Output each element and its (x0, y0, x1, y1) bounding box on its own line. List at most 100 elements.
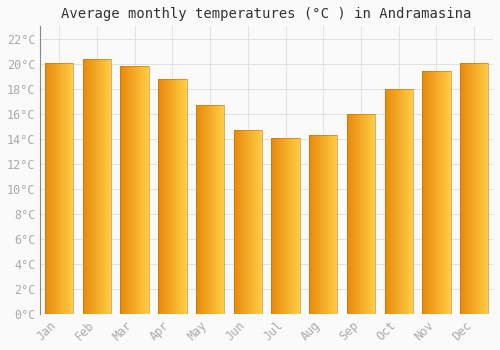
Bar (405, 89, 406, 314)
Bar (384, 89, 413, 314)
Bar (438, 71, 439, 314)
Bar (86, 59, 87, 314)
Bar (436, 71, 437, 314)
Bar (240, 130, 241, 314)
Bar (432, 71, 433, 314)
Bar (239, 130, 240, 314)
Bar (356, 114, 357, 314)
Bar (486, 63, 487, 314)
Bar (197, 105, 198, 314)
Bar (164, 79, 165, 314)
Bar (246, 130, 248, 314)
Bar (120, 66, 121, 314)
Bar (366, 114, 368, 314)
Bar (205, 105, 206, 314)
Bar (99, 59, 100, 314)
Bar (462, 63, 463, 314)
Bar (173, 79, 174, 314)
Bar (384, 89, 385, 314)
Bar (478, 63, 479, 314)
Bar (331, 135, 332, 314)
Bar (215, 105, 216, 314)
Bar (367, 114, 368, 314)
Bar (297, 138, 298, 314)
Bar (468, 63, 469, 314)
Bar (448, 71, 449, 314)
Bar (104, 59, 105, 314)
Bar (45, 63, 46, 314)
Bar (278, 138, 279, 314)
Bar (160, 79, 161, 314)
Bar (322, 135, 324, 314)
Bar (357, 114, 358, 314)
Bar (289, 138, 290, 314)
Bar (196, 105, 197, 314)
Bar (374, 114, 375, 314)
Bar (391, 89, 392, 314)
Bar (480, 63, 481, 314)
Bar (237, 130, 238, 314)
Bar (409, 89, 410, 314)
Bar (441, 71, 442, 314)
Bar (71, 63, 72, 314)
Bar (447, 71, 448, 314)
Bar (172, 79, 173, 314)
Bar (326, 135, 328, 314)
Bar (159, 79, 160, 314)
Bar (171, 79, 172, 314)
Bar (395, 89, 396, 314)
Bar (475, 63, 476, 314)
Bar (98, 59, 99, 314)
Bar (212, 105, 213, 314)
Bar (238, 130, 239, 314)
Bar (68, 63, 69, 314)
Bar (396, 89, 397, 314)
Bar (216, 105, 217, 314)
Bar (474, 63, 475, 314)
Bar (85, 59, 86, 314)
Bar (177, 79, 178, 314)
Bar (318, 135, 319, 314)
Bar (146, 66, 147, 314)
Bar (350, 114, 351, 314)
Bar (201, 105, 202, 314)
Bar (183, 79, 184, 314)
Bar (320, 135, 321, 314)
Bar (208, 105, 209, 314)
Bar (202, 105, 203, 314)
Bar (470, 63, 471, 314)
Bar (210, 105, 212, 314)
Bar (245, 130, 246, 314)
Bar (358, 114, 359, 314)
Bar (204, 105, 205, 314)
Bar (353, 114, 354, 314)
Bar (370, 114, 371, 314)
Bar (373, 114, 374, 314)
Bar (272, 138, 273, 314)
Bar (64, 63, 65, 314)
Bar (394, 89, 395, 314)
Bar (142, 66, 143, 314)
Bar (83, 59, 111, 314)
Bar (106, 59, 107, 314)
Bar (57, 63, 58, 314)
Bar (442, 71, 444, 314)
Bar (158, 79, 159, 314)
Title: Average monthly temperatures (°C ) in Andramasina: Average monthly temperatures (°C ) in An… (62, 7, 472, 21)
Bar (161, 79, 162, 314)
Bar (49, 63, 50, 314)
Bar (404, 89, 405, 314)
Bar (174, 79, 175, 314)
Bar (162, 79, 164, 314)
Bar (422, 71, 423, 314)
Bar (105, 59, 106, 314)
Bar (487, 63, 488, 314)
Bar (280, 138, 281, 314)
Bar (369, 114, 370, 314)
Bar (292, 138, 293, 314)
Bar (329, 135, 330, 314)
Bar (211, 105, 212, 314)
Bar (102, 59, 103, 314)
Bar (313, 135, 314, 314)
Bar (175, 79, 176, 314)
